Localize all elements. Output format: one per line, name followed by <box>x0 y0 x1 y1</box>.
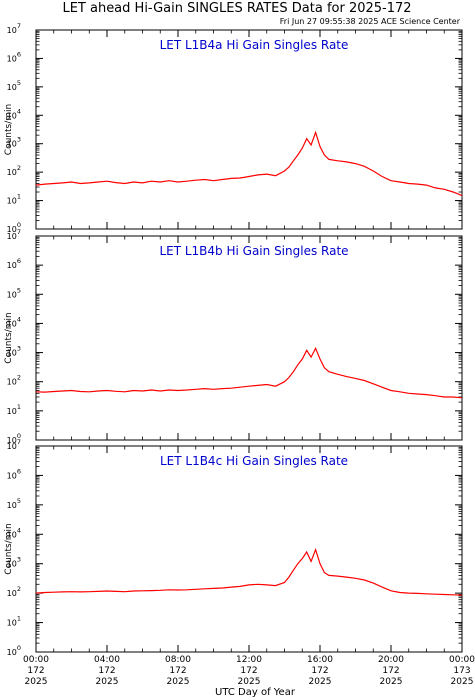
x-tick-label: 173 <box>453 666 470 676</box>
series-line <box>35 346 463 399</box>
x-tick-label: 2025 <box>309 677 332 687</box>
panel-title: LET L1B4b Hi Gain Singles Rate <box>159 244 348 258</box>
x-tick-label: 172 <box>98 666 115 676</box>
x-axis-label: UTC Day of Year <box>215 687 296 698</box>
x-tick-label: 2025 <box>167 677 190 687</box>
y-axis-label: Counts/min <box>4 312 14 363</box>
x-tick-label: 00:00 <box>23 655 49 665</box>
panel-l1b4c: LET L1B4c Hi Gain Singles Rate Counts/mi… <box>4 438 463 657</box>
panel-l1b4b: LET L1B4b Hi Gain Singles Rate Counts/mi… <box>4 228 463 445</box>
x-tick-label: 2025 <box>451 677 474 687</box>
y-axis-label: Counts/min <box>4 523 14 574</box>
x-ticks <box>35 446 463 652</box>
x-tick-label: 172 <box>169 666 186 676</box>
x-tick-labels: 00:00172202504:00172202508:00172202512:0… <box>23 655 475 687</box>
x-tick-label: 172 <box>382 666 399 676</box>
series-line <box>35 547 463 596</box>
x-tick-label: 172 <box>240 666 257 676</box>
x-tick-label: 20:00 <box>378 655 404 665</box>
x-tick-label: 12:00 <box>236 655 262 665</box>
generation-timestamp: Fri Jun 27 09:55:38 2025 ACE Science Cen… <box>280 17 461 26</box>
x-tick-label: 00:00 <box>449 655 475 665</box>
x-tick-label: 2025 <box>380 677 403 687</box>
panel-title: LET L1B4c Hi Gain Singles Rate <box>160 454 348 468</box>
x-tick-label: 08:00 <box>165 655 191 665</box>
y-axis-label: Counts/min <box>4 104 14 155</box>
x-ticks <box>35 236 463 440</box>
x-tick-label: 172 <box>311 666 328 676</box>
x-tick-label: 2025 <box>238 677 261 687</box>
series-line <box>35 130 463 197</box>
x-ticks <box>35 30 463 229</box>
x-tick-label: 172 <box>27 666 44 676</box>
x-tick-label: 2025 <box>25 677 48 687</box>
figure-title: LET ahead Hi-Gain SINGLES RATES Data for… <box>62 1 411 16</box>
x-tick-label: 2025 <box>96 677 119 687</box>
panel-title: LET L1B4a Hi Gain Singles Rate <box>160 38 349 52</box>
x-tick-label: 04:00 <box>94 655 120 665</box>
x-tick-label: 16:00 <box>307 655 333 665</box>
